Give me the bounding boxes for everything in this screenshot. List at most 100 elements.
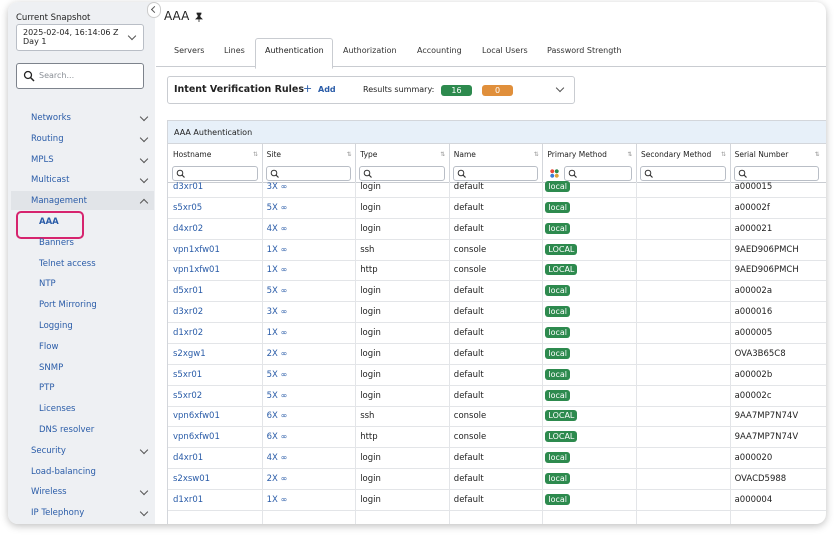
link[interactable]: s5xr02 [173, 390, 203, 401]
submenu-item[interactable]: Licenses [39, 404, 76, 415]
submenu-item[interactable]: NTP [39, 279, 56, 290]
menu-item[interactable]: MPLS [31, 154, 54, 165]
tab[interactable]: Lines [224, 46, 245, 55]
menu-item[interactable]: Routing [31, 133, 64, 144]
filter-input[interactable] [733, 166, 820, 181]
cell: console [453, 411, 487, 422]
link[interactable]: 5X [266, 286, 278, 297]
cell: ssh [360, 244, 375, 255]
tab[interactable]: Authorization [343, 46, 397, 55]
search-box[interactable]: Search... [16, 63, 144, 89]
submenu-item[interactable]: Logging [39, 321, 73, 331]
submenu-item[interactable]: AAA [39, 217, 59, 227]
row-border [168, 238, 826, 240]
link[interactable]: 6X [266, 432, 278, 443]
tab[interactable]: Local Users [482, 46, 528, 55]
link[interactable]: 3X [266, 182, 278, 192]
sort-icon: ⇅ [814, 151, 820, 158]
link[interactable]: 1X [266, 494, 278, 505]
link[interactable]: 2X [266, 348, 278, 359]
link[interactable]: 6X [266, 411, 278, 422]
link-icon: ∞ [280, 244, 288, 254]
failed-badge: 0 [482, 85, 513, 96]
link[interactable]: s2xsw01 [173, 473, 211, 484]
link[interactable]: d3xr01 [173, 182, 204, 192]
column-divider [448, 144, 450, 182]
link[interactable]: 5X [266, 390, 278, 401]
filter-input[interactable] [564, 166, 632, 181]
cell: a000021 [734, 223, 773, 234]
method-badge: local [545, 222, 571, 234]
link-icon: ∞ [280, 182, 288, 191]
filter-input[interactable] [359, 166, 445, 181]
link[interactable]: vpn1xfw01 [173, 244, 220, 255]
cell: login [360, 348, 381, 359]
submenu-item[interactable]: Flow [39, 341, 59, 352]
tab[interactable]: Password Strength [547, 46, 622, 55]
menu-item[interactable]: Load-balancing [31, 466, 96, 477]
submenu-item[interactable]: SNMP [39, 362, 64, 373]
link[interactable]: d1xr01 [173, 494, 204, 505]
row-border [168, 405, 826, 407]
summary-label: Results summary: [363, 85, 435, 94]
link[interactable]: 4X [266, 223, 278, 234]
method-badge: local [545, 452, 571, 464]
column-header: Secondary Method [641, 150, 712, 159]
chevron [139, 487, 149, 496]
tab[interactable]: Authentication [265, 46, 324, 55]
link[interactable]: 2X [266, 473, 278, 484]
link[interactable]: 1X [266, 244, 278, 255]
link[interactable]: 5X [266, 369, 278, 380]
cell: default [453, 369, 484, 380]
snapshot-select[interactable]: 2025-02-04, 16:14:06 Z Day 1 [16, 24, 144, 51]
table-title-bar: AAA Authentication [168, 121, 826, 144]
link[interactable]: s5xr01 [173, 369, 203, 380]
link[interactable]: vpn6xfw01 [173, 432, 220, 443]
link[interactable]: vpn1xfw01 [173, 265, 220, 276]
link[interactable]: 5X [266, 202, 278, 213]
submenu-item[interactable]: Port Mirroring [39, 300, 97, 311]
tab[interactable]: Accounting [417, 46, 462, 55]
submenu-item[interactable]: Banners [39, 237, 74, 248]
submenu-item[interactable]: Telnet access [39, 258, 96, 269]
link-icon: ∞ [280, 494, 288, 504]
submenu-item[interactable]: PTP [39, 383, 55, 394]
link-icon: ∞ [280, 348, 288, 358]
menu-item[interactable]: Multicast [31, 175, 70, 186]
link[interactable]: d4xr02 [173, 223, 204, 234]
method-badge: local [545, 368, 571, 380]
method-badge: local [545, 285, 571, 297]
menu-item[interactable]: Wireless [31, 487, 67, 498]
cell: a000004 [734, 494, 773, 505]
submenu-item[interactable]: DNS resolver [39, 425, 95, 435]
link[interactable]: d5xr01 [173, 286, 204, 297]
menu-item[interactable]: Security [31, 445, 66, 456]
active-tab [255, 38, 333, 69]
link[interactable]: 3X [266, 307, 278, 318]
add-button[interactable]: Add [318, 85, 336, 94]
link[interactable]: d1xr02 [173, 327, 204, 338]
collapse-button[interactable] [147, 2, 161, 18]
chevron[interactable] [555, 83, 565, 93]
method-badge: LOCAL [545, 243, 578, 255]
link[interactable]: vpn6xfw01 [173, 411, 220, 422]
menu-item[interactable]: Management [31, 196, 87, 207]
link[interactable]: 1X [266, 265, 278, 276]
pin-icon[interactable] [194, 12, 204, 22]
menu-item[interactable]: Networks [31, 113, 71, 123]
link[interactable]: 4X [266, 453, 278, 464]
filter-input[interactable] [452, 166, 539, 181]
menu-item[interactable]: IP Telephony [31, 508, 85, 519]
link[interactable]: d3xr02 [173, 307, 204, 318]
filter-input[interactable] [172, 166, 258, 181]
filter-input[interactable] [265, 166, 352, 181]
method-badge: local [545, 347, 571, 359]
link[interactable]: s2xgw1 [173, 348, 206, 359]
link[interactable]: d4xr01 [173, 453, 204, 464]
link[interactable]: s5xr05 [173, 202, 203, 213]
filter-input[interactable] [640, 166, 726, 181]
link[interactable]: 1X [266, 327, 278, 338]
window: Current Snapshot 2025-02-04, 16:14:06 Z … [8, 2, 826, 524]
tab[interactable]: Servers [174, 46, 205, 55]
column-divider [636, 144, 637, 182]
